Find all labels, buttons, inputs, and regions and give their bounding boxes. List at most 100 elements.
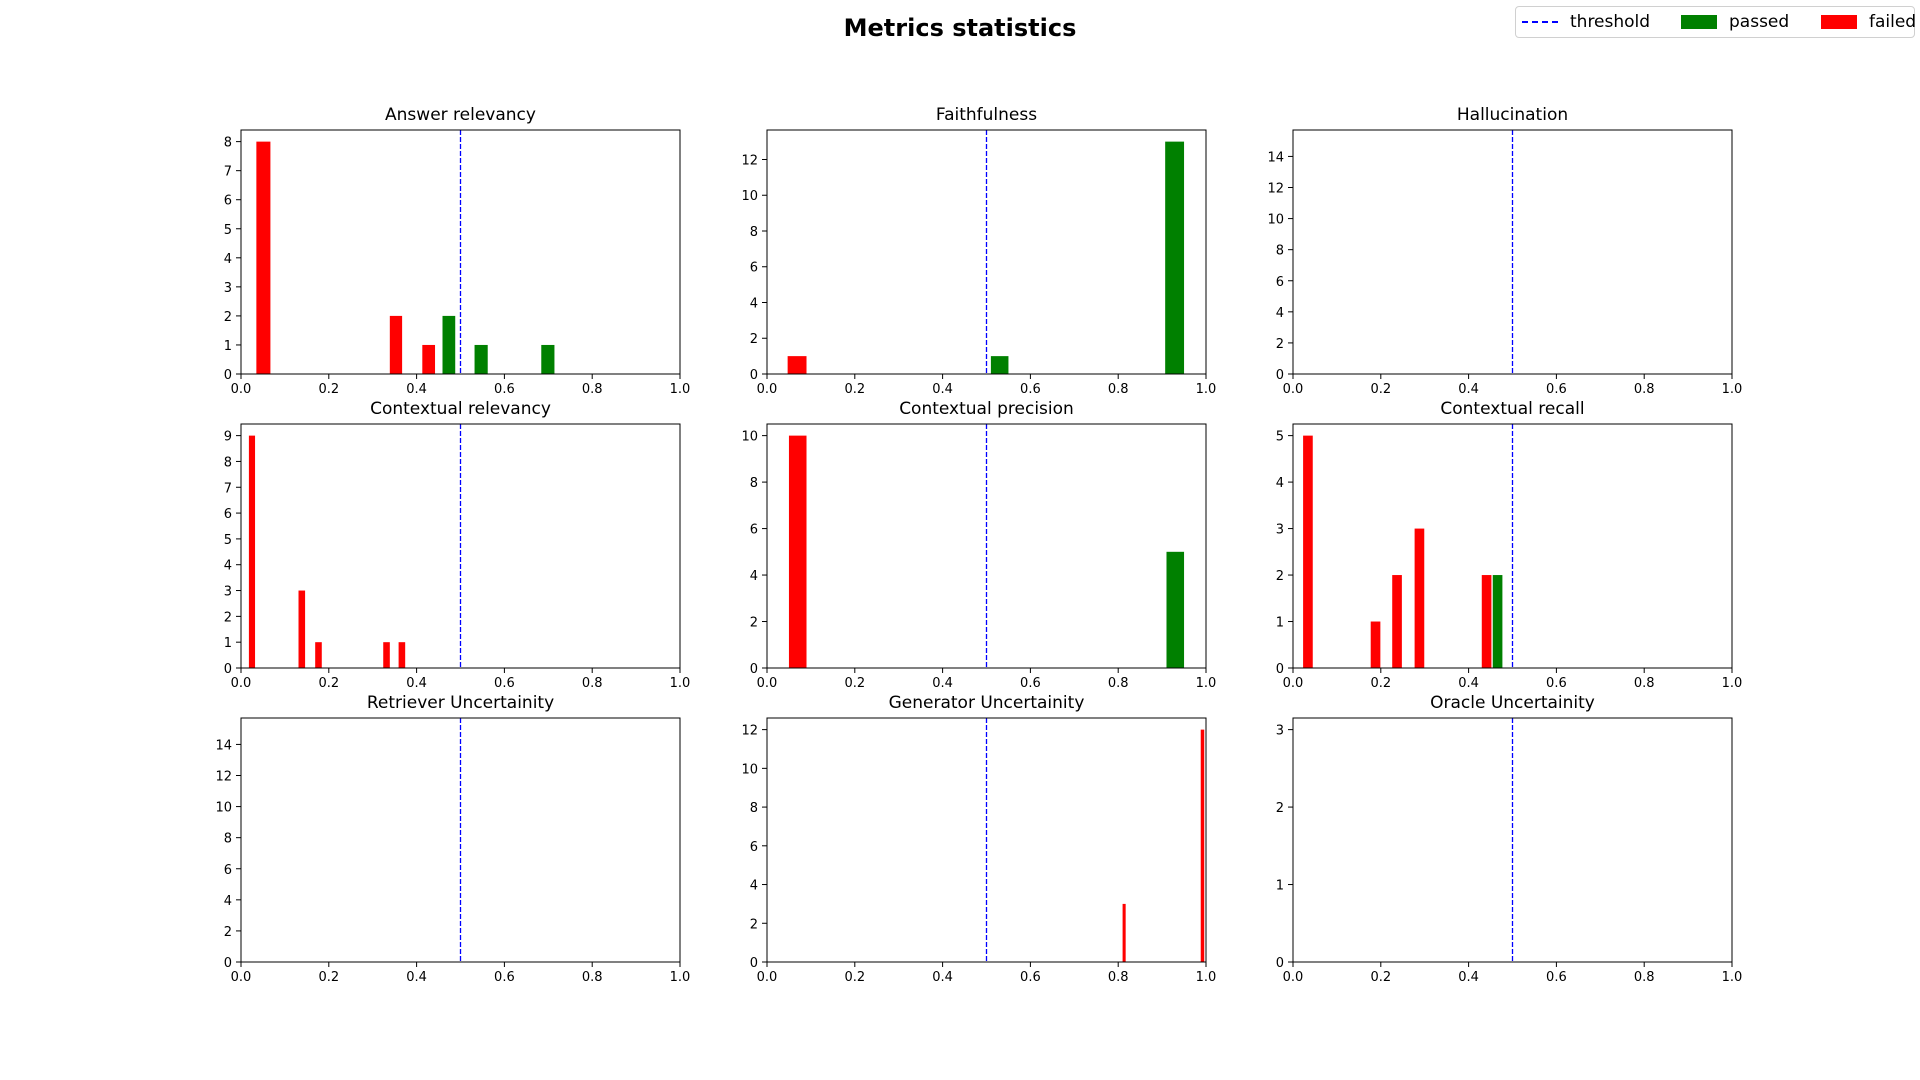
contextual-precision-x-tick-label: 0.8 <box>1108 676 1129 691</box>
generator-uncertainity-panel-title: Generator Uncertainity <box>889 693 1085 713</box>
contextual-relevancy-y-tick-label: 5 <box>224 533 232 548</box>
contextual-relevancy-x-tick-label: 0.2 <box>318 676 339 691</box>
generator-uncertainity-bar-failed <box>1122 903 1126 962</box>
retriever-uncertainity-y-tick-label: 2 <box>224 925 232 940</box>
contextual-relevancy-y-tick-label: 2 <box>224 610 232 625</box>
oracle-uncertainity-x-tick-label: 1.0 <box>1722 970 1743 985</box>
answer-relevancy-y-tick-label: 1 <box>224 339 232 354</box>
faithfulness-panel-title: Faithfulness <box>936 105 1037 125</box>
contextual-recall-axes-frame <box>1292 423 1733 669</box>
contextual-relevancy-y-tick-label: 7 <box>224 481 232 496</box>
retriever-uncertainity-x-tick-label: 0.4 <box>406 970 427 985</box>
hallucination-panel-title: Hallucination <box>1457 105 1568 125</box>
faithfulness-y-tick-label: 8 <box>750 225 758 240</box>
contextual-recall-y-tick-label: 3 <box>1276 523 1284 538</box>
retriever-uncertainity-y-tick-label: 8 <box>224 832 232 847</box>
faithfulness-y-tick-label: 0 <box>750 368 758 383</box>
contextual-relevancy-bar-failed <box>398 642 406 668</box>
legend-label-passed: passed <box>1729 12 1790 32</box>
faithfulness-y-tick-label: 12 <box>741 153 758 168</box>
generator-uncertainity-y-tick-label: 4 <box>750 879 758 894</box>
contextual-relevancy-bar-failed <box>315 642 322 668</box>
contextual-precision-y-tick-label: 8 <box>750 476 758 491</box>
faithfulness-x-tick-label: 0.2 <box>844 382 865 397</box>
hallucination-y-tick-label: 6 <box>1276 275 1284 290</box>
legend-item-threshold: threshold <box>1522 7 1650 37</box>
legend-item-passed: passed <box>1681 7 1789 37</box>
oracle-uncertainity-y-tick-label: 2 <box>1276 801 1284 816</box>
contextual-relevancy-panel-title: Contextual relevancy <box>370 399 551 419</box>
contextual-recall-y-tick-label: 0 <box>1276 662 1284 677</box>
oracle-uncertainity-x-tick-label: 0.4 <box>1458 970 1479 985</box>
answer-relevancy-y-tick-label: 3 <box>224 281 232 296</box>
answer-relevancy-x-tick-label: 0.0 <box>231 382 252 397</box>
answer-relevancy-y-tick-label: 2 <box>224 310 232 325</box>
faithfulness-bar-passed <box>1165 141 1185 374</box>
contextual-recall-bar-failed <box>1481 575 1492 668</box>
contextual-recall-x-tick-label: 0.0 <box>1283 676 1304 691</box>
faithfulness-bar-passed <box>990 356 1009 374</box>
oracle-uncertainity-panel-title: Oracle Uncertainity <box>1430 693 1595 713</box>
retriever-uncertainity-x-tick-label: 0.6 <box>494 970 515 985</box>
contextual-relevancy-y-tick-label: 8 <box>224 455 232 470</box>
faithfulness-x-tick-label: 0.8 <box>1108 382 1129 397</box>
hallucination-x-tick-label: 0.0 <box>1283 382 1304 397</box>
answer-relevancy-bar-failed <box>256 141 271 374</box>
faithfulness-axes-frame <box>766 129 1207 375</box>
passed-swatch <box>1681 15 1717 29</box>
contextual-recall-y-tick-label: 2 <box>1276 569 1284 584</box>
contextual-relevancy-x-tick-label: 0.0 <box>231 676 252 691</box>
contextual-precision-x-tick-label: 0.6 <box>1020 676 1041 691</box>
contextual-precision-x-tick-label: 1.0 <box>1196 676 1217 691</box>
answer-relevancy-panel-title: Answer relevancy <box>385 105 536 125</box>
contextual-recall-bar-passed <box>1492 575 1503 668</box>
generator-uncertainity-x-tick-label: 0.2 <box>844 970 865 985</box>
answer-relevancy-bar-passed <box>541 344 555 374</box>
generator-uncertainity-x-tick-label: 1.0 <box>1196 970 1217 985</box>
contextual-recall-bar-failed <box>1303 435 1313 668</box>
hallucination-axes-frame <box>1292 129 1733 375</box>
retriever-uncertainity-axes-frame <box>240 717 681 963</box>
answer-relevancy-x-tick-label: 0.2 <box>318 382 339 397</box>
answer-relevancy-y-tick-label: 4 <box>224 252 232 267</box>
contextual-recall-x-tick-label: 0.6 <box>1546 676 1567 691</box>
oracle-uncertainity-x-tick-label: 0.0 <box>1283 970 1304 985</box>
generator-uncertainity-axes-frame <box>766 717 1207 963</box>
contextual-relevancy-y-tick-label: 4 <box>224 559 232 574</box>
hallucination-y-tick-label: 10 <box>1267 213 1284 228</box>
generator-uncertainity-x-tick-label: 0.0 <box>757 970 778 985</box>
answer-relevancy-x-tick-label: 0.4 <box>406 382 427 397</box>
answer-relevancy-y-tick-label: 8 <box>224 136 232 151</box>
contextual-precision-y-tick-label: 4 <box>750 569 758 584</box>
legend-label-threshold: threshold <box>1570 12 1651 32</box>
contextual-relevancy-x-tick-label: 0.8 <box>582 676 603 691</box>
contextual-recall-x-tick-label: 0.4 <box>1458 676 1479 691</box>
generator-uncertainity-y-tick-label: 0 <box>750 956 758 971</box>
contextual-recall-panel-title: Contextual recall <box>1440 399 1584 419</box>
hallucination-y-tick-label: 12 <box>1267 182 1284 197</box>
contextual-relevancy-y-tick-label: 6 <box>224 507 232 522</box>
contextual-relevancy-y-tick-label: 9 <box>224 430 232 445</box>
oracle-uncertainity-x-tick-label: 0.8 <box>1634 970 1655 985</box>
generator-uncertainity-x-tick-label: 0.6 <box>1020 970 1041 985</box>
answer-relevancy-y-tick-label: 6 <box>224 194 232 209</box>
retriever-uncertainity-x-tick-label: 0.0 <box>231 970 252 985</box>
contextual-precision-y-tick-label: 6 <box>750 523 758 538</box>
contextual-recall-y-tick-label: 4 <box>1276 476 1284 491</box>
generator-uncertainity-y-tick-label: 8 <box>750 801 758 816</box>
retriever-uncertainity-panel-title: Retriever Uncertainity <box>367 693 554 713</box>
contextual-relevancy-x-tick-label: 0.4 <box>406 676 427 691</box>
faithfulness-x-tick-label: 0.0 <box>757 382 778 397</box>
retriever-uncertainity-y-tick-label: 14 <box>215 738 232 753</box>
hallucination-x-tick-label: 0.2 <box>1370 382 1391 397</box>
legend-item-failed: failed <box>1821 7 1916 37</box>
generator-uncertainity-x-tick-label: 0.4 <box>932 970 953 985</box>
contextual-relevancy-bar-failed <box>248 435 256 668</box>
answer-relevancy-x-tick-label: 0.6 <box>494 382 515 397</box>
failed-swatch <box>1821 15 1857 29</box>
retriever-uncertainity-x-tick-label: 0.8 <box>582 970 603 985</box>
retriever-uncertainity-y-tick-label: 12 <box>215 770 232 785</box>
contextual-recall-x-tick-label: 0.2 <box>1370 676 1391 691</box>
retriever-uncertainity-y-tick-label: 0 <box>224 956 232 971</box>
